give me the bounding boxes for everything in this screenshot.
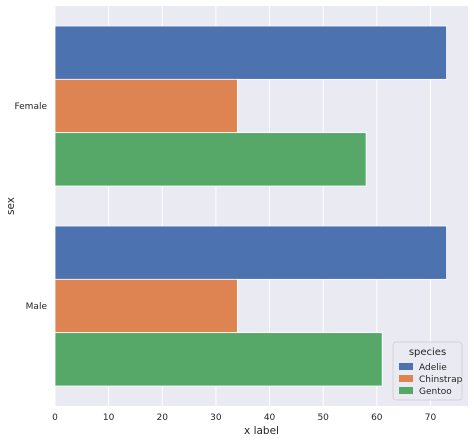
legend-box xyxy=(392,341,463,401)
x-tick-label: 40 xyxy=(264,413,276,423)
bar-male-chinstrap xyxy=(54,278,238,334)
y-tick-label: Female xyxy=(14,102,47,112)
x-tick-label: 10 xyxy=(103,413,115,423)
x-axis-ticks: 0 10 20 30 40 50 60 70 xyxy=(52,413,436,423)
y-axis-label: sex xyxy=(5,197,17,215)
bars xyxy=(54,25,447,387)
y-tick-label: Male xyxy=(26,302,48,312)
legend: species Adelie Chinstrap Gentoo xyxy=(392,341,463,401)
legend-swatch-adelie xyxy=(399,363,413,370)
x-tick-label: 70 xyxy=(425,413,437,423)
bar-male-gentoo xyxy=(54,332,383,387)
bar-female-chinstrap xyxy=(54,78,238,134)
legend-label-adelie: Adelie xyxy=(419,363,447,373)
legend-swatch-gentoo xyxy=(399,387,413,394)
legend-label-gentoo: Gentoo xyxy=(419,387,452,397)
bar-female-gentoo xyxy=(54,132,367,187)
legend-items: Adelie Chinstrap Gentoo xyxy=(399,363,463,397)
x-tick-label: 0 xyxy=(52,413,58,423)
x-tick-label: 30 xyxy=(210,413,222,423)
x-axis-label: x label xyxy=(244,425,279,437)
x-tick-label: 60 xyxy=(371,413,383,423)
bar-female-adelie xyxy=(54,25,447,80)
legend-label-chinstrap: Chinstrap xyxy=(419,375,463,385)
x-tick-label: 50 xyxy=(317,413,329,423)
legend-title: species xyxy=(409,347,446,358)
bar-male-adelie xyxy=(54,225,447,280)
x-tick-label: 20 xyxy=(157,413,169,423)
legend-swatch-chinstrap xyxy=(399,375,413,382)
y-axis-ticks: Female Male xyxy=(14,102,47,312)
